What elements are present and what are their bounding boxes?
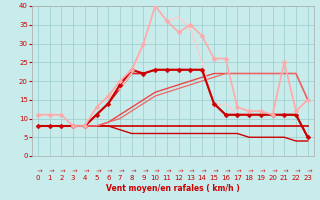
Text: ↗: ↗ — [93, 167, 100, 174]
Text: ↗: ↗ — [175, 167, 182, 174]
Text: ↗: ↗ — [69, 167, 77, 174]
Text: ↗: ↗ — [105, 167, 112, 174]
Text: ↗: ↗ — [198, 167, 206, 174]
Text: ↗: ↗ — [140, 167, 147, 174]
Text: ↗: ↗ — [245, 167, 253, 174]
X-axis label: Vent moyen/en rafales ( km/h ): Vent moyen/en rafales ( km/h ) — [106, 184, 240, 193]
Text: ↗: ↗ — [81, 167, 88, 174]
Text: ↗: ↗ — [210, 167, 218, 174]
Text: ↗: ↗ — [116, 167, 124, 174]
Text: ↗: ↗ — [34, 167, 42, 174]
Text: ↗: ↗ — [234, 167, 241, 174]
Text: ↗: ↗ — [222, 167, 229, 174]
Text: ↗: ↗ — [163, 167, 171, 174]
Text: ↗: ↗ — [257, 167, 264, 174]
Text: ↗: ↗ — [281, 167, 288, 174]
Text: ↗: ↗ — [58, 167, 65, 174]
Text: ↗: ↗ — [292, 167, 300, 174]
Text: ↗: ↗ — [152, 167, 159, 174]
Text: ↗: ↗ — [46, 167, 53, 174]
Text: ↗: ↗ — [187, 167, 194, 174]
Text: ↗: ↗ — [269, 167, 276, 174]
Text: ↗: ↗ — [128, 167, 135, 174]
Text: ↗: ↗ — [304, 167, 311, 174]
